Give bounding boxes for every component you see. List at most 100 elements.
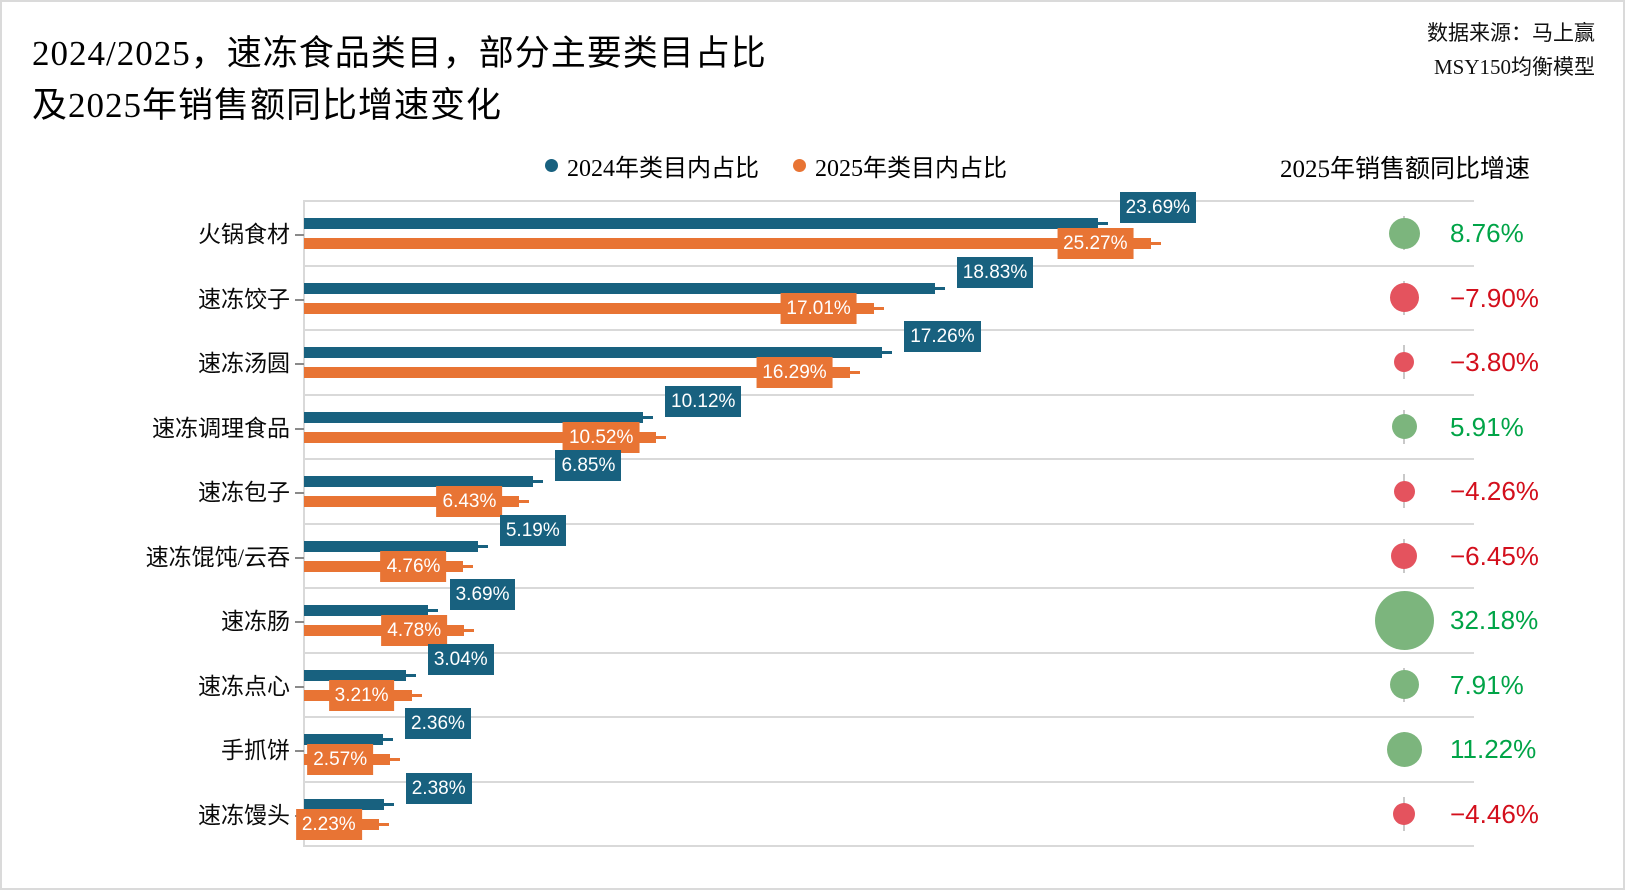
legend-label-2025: 2025年类目内占比 — [815, 156, 1007, 182]
bar-2024-whisker — [934, 286, 945, 290]
category-label: 速冻包子 — [198, 480, 290, 505]
category-label: 手抓饼 — [221, 738, 290, 763]
axis-tick — [295, 750, 304, 752]
bar-2024 — [304, 218, 1098, 229]
bar-2025-whisker — [656, 435, 667, 439]
bar-2024 — [304, 282, 935, 294]
axis-tick — [295, 298, 304, 301]
category-label: 速冻馒头 — [198, 802, 290, 828]
gridline — [304, 716, 1474, 718]
category-label: 速冻汤圆 — [198, 351, 290, 376]
bar-2025 — [304, 367, 850, 378]
bar-2024 — [304, 476, 534, 487]
bar-label-2025: 4.78% — [381, 615, 448, 646]
bar-2024 — [304, 798, 384, 810]
bar-2025-whisker — [411, 693, 422, 697]
category-label: 火锅食材 — [198, 222, 290, 247]
legend-item-2025: 2025年类目内占比 — [793, 148, 1007, 183]
bar-label-2024: 23.69% — [1119, 192, 1197, 223]
bar-label-2024: 2.36% — [405, 708, 471, 739]
source-line-1: 数据来源：马上赢 — [1427, 21, 1595, 45]
category-label: 速冻肠 — [221, 609, 290, 634]
growth-value: 32.18% — [1450, 605, 1539, 635]
title-line-2: 及2025年销售额同比增速变化 — [32, 86, 503, 125]
growth-value: 11.22% — [1450, 734, 1537, 764]
bar-2024 — [304, 411, 644, 423]
growth-value: −3.80% — [1450, 347, 1539, 377]
bar-2025-whisker — [378, 822, 389, 826]
bar-2025 — [304, 238, 1151, 249]
axis-tick — [295, 363, 304, 365]
bar-2025-whisker — [463, 564, 474, 568]
growth-bubble — [1386, 731, 1422, 767]
chart-legend: 2024年类目内占比 2025年类目内占比 — [545, 148, 1007, 183]
bar-2024-whisker — [383, 802, 394, 806]
bar-2025-whisker — [849, 371, 860, 374]
growth-value: −6.45% — [1450, 540, 1539, 571]
bar-2025-whisker — [1150, 242, 1161, 245]
bar-2024-whisker — [383, 738, 394, 741]
bar-2024 — [304, 540, 478, 552]
axis-tick — [295, 427, 304, 430]
bar-label-2025: 4.76% — [380, 550, 447, 582]
bar-2025-whisker — [873, 306, 884, 310]
bar-2024-whisker — [533, 480, 544, 483]
bar-2024-whisker — [643, 415, 654, 419]
growth-bubble — [1391, 542, 1417, 569]
title-line-1: 2024/2025，速冻食品类目，部分主要类目占比 — [32, 34, 767, 73]
growth-value: −7.90% — [1450, 282, 1539, 313]
growth-value: 7.91% — [1450, 669, 1524, 700]
bar-2024 — [304, 669, 406, 681]
bar-label-2025: 6.43% — [436, 486, 503, 517]
growth-bubble — [1394, 352, 1414, 372]
growth-column-header: 2025年销售额同比增速 — [1279, 156, 1531, 183]
growth-value: 8.76% — [1450, 218, 1524, 248]
bar-label-2024: 10.12% — [665, 385, 742, 417]
bar-label-2024: 17.26% — [904, 321, 981, 352]
gridline — [304, 393, 1474, 396]
axis-tick — [295, 556, 304, 559]
bar-chart-plot-area: 火锅食材 23.69% 25.27% 8.76% 速冻饺子 18.83% 17.01% −7.… — [2, 192, 1623, 847]
bar-2024 — [304, 734, 384, 745]
bar-label-2025: 17.01% — [780, 292, 857, 324]
category-label: 速冻调理食品 — [152, 415, 290, 441]
bar-label-2025: 2.23% — [295, 808, 362, 840]
axis-tick — [295, 492, 304, 494]
bar-label-2024: 3.69% — [449, 579, 516, 610]
growth-bubble — [1374, 590, 1434, 650]
bar-label-2025: 2.57% — [307, 744, 374, 775]
bar-label-2025: 25.27% — [1057, 228, 1134, 259]
bar-2025-whisker — [464, 629, 475, 632]
bar-label-2024: 2.38% — [405, 772, 472, 804]
axis-tick — [295, 621, 304, 623]
growth-value: 5.91% — [1450, 411, 1524, 442]
bar-2025-whisker — [390, 758, 401, 761]
growth-bubble — [1389, 670, 1419, 699]
gridline — [304, 651, 1474, 654]
legend-dot-2024-icon — [545, 159, 558, 172]
category-label: 速冻馄饨/云吞 — [145, 544, 290, 570]
bar-2025 — [304, 431, 657, 443]
y-axis-line — [303, 200, 305, 847]
gridline — [304, 329, 1474, 331]
bar-label-2025: 16.29% — [756, 357, 833, 388]
bar-label-2024: 3.04% — [427, 643, 494, 675]
axis-tick — [295, 685, 304, 688]
source-line-2: MSY150均衡模型 — [1433, 55, 1595, 79]
growth-bubble — [1393, 480, 1415, 502]
growth-bubble — [1389, 283, 1419, 312]
bar-2025 — [304, 496, 520, 507]
growth-bubble — [1388, 217, 1420, 249]
category-label: 速冻点心 — [198, 673, 290, 699]
bar-2025 — [304, 302, 874, 314]
bar-2024-whisker — [477, 544, 488, 548]
bar-label-2025: 10.52% — [562, 421, 640, 453]
legend-label-2024: 2024年类目内占比 — [567, 156, 759, 182]
growth-bubble — [1391, 414, 1417, 439]
gridline — [304, 522, 1474, 525]
bar-label-2024: 18.83% — [956, 256, 1034, 288]
bar-label-2025: 3.21% — [328, 679, 395, 711]
legend-item-2024: 2024年类目内占比 — [545, 148, 759, 183]
category-label: 速冻饺子 — [198, 286, 290, 312]
